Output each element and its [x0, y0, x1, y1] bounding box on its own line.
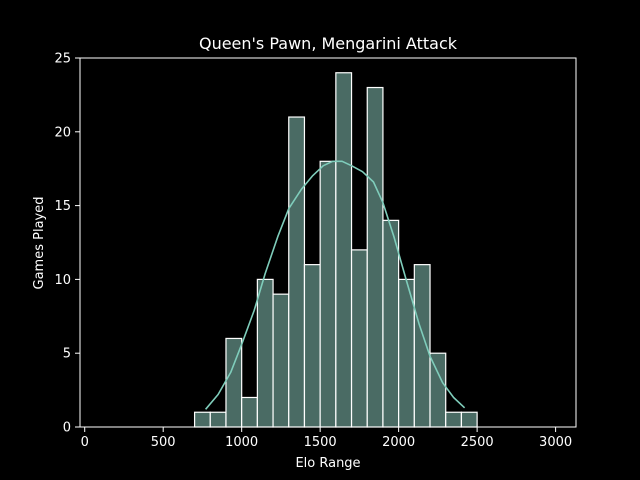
histogram-bar-15 — [429, 352, 447, 428]
axes-layer: 0 500 1000 1500 2000 2500 3000 0 5 10 15 20 25 — [54, 52, 577, 450]
y-tick-label-0: 0 — [63, 421, 71, 436]
x-axis-label: Elo Range — [295, 456, 360, 471]
chart-title: Queen's Pawn, Mengarini Attack — [199, 34, 458, 53]
histogram-bar-11 — [366, 86, 384, 428]
x-tick-label-0: 0 — [81, 435, 89, 450]
x-tick-label-500: 500 — [151, 435, 176, 450]
histogram-bar-4 — [256, 278, 274, 428]
kde-curve — [204, 160, 466, 410]
y-axis-label: Games Played — [32, 197, 47, 290]
bars-layer — [193, 72, 478, 428]
y-tick-label-5: 5 — [63, 347, 71, 362]
x-tick-label-2500: 2500 — [461, 435, 494, 450]
x-tick-label-1500: 1500 — [304, 435, 337, 450]
kde-layer — [204, 160, 466, 410]
x-tick-label-1000: 1000 — [225, 435, 258, 450]
plot-frame — [79, 57, 577, 428]
histogram-bar-12 — [382, 219, 400, 428]
histogram-bar-0 — [193, 411, 211, 428]
y-tick-label-10: 10 — [54, 273, 71, 288]
histogram-bar-9 — [335, 72, 353, 428]
histogram-bar-6 — [288, 116, 306, 428]
histogram-bar-3 — [241, 396, 258, 428]
y-tick-label-25: 25 — [54, 52, 71, 67]
histogram-bar-7 — [303, 264, 321, 428]
x-tick-label-3000: 3000 — [539, 435, 572, 450]
histogram-bar-1 — [209, 411, 227, 428]
histogram-bar-8 — [319, 160, 337, 428]
histogram-bar-5 — [272, 293, 290, 428]
y-tick-label-15: 15 — [54, 199, 71, 214]
x-tick-label-2000: 2000 — [382, 435, 415, 450]
histogram-bar-16 — [445, 411, 463, 428]
histogram-bar-10 — [350, 249, 368, 428]
histogram-bar-17 — [460, 411, 478, 428]
y-tick-label-20: 20 — [54, 125, 71, 140]
histogram-bar-14 — [413, 264, 431, 428]
